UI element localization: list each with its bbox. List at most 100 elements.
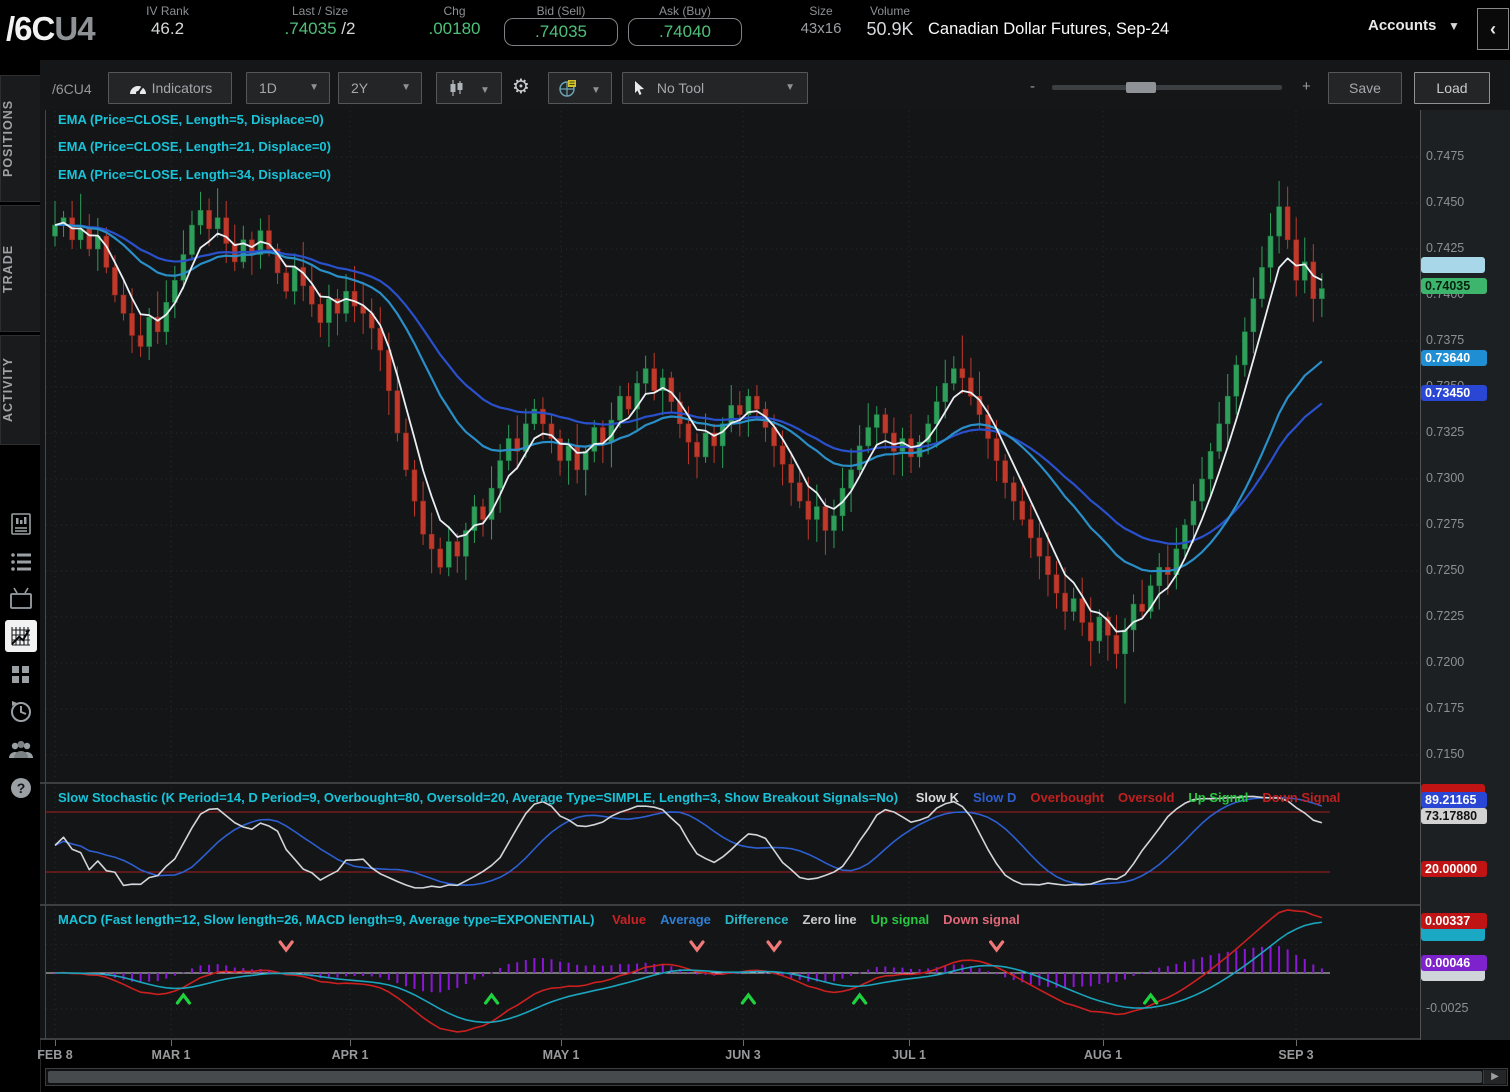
time-scrollbar[interactable]: ▶ — [45, 1068, 1508, 1086]
sidebar-icon-history[interactable] — [5, 696, 37, 728]
x-axis-label: MAR 1 — [151, 1048, 191, 1062]
x-axis-label: JUL 1 — [892, 1048, 926, 1062]
x-axis-tick — [1296, 1040, 1297, 1046]
chevron-down-icon: ▼ — [401, 82, 411, 93]
chart-settings-gear-icon[interactable]: ⚙ — [512, 76, 530, 98]
study-label-ema21[interactable]: EMA (Price=CLOSE, Length=21, Displace=0) — [58, 139, 331, 154]
community-icon — [9, 740, 33, 758]
history-icon — [11, 701, 31, 722]
chart-style-dropdown[interactable]: ▼ — [548, 72, 612, 104]
tv-icon — [10, 587, 32, 609]
sidebar-icon-community[interactable] — [5, 734, 37, 766]
ask-label: Ask (Buy) — [658, 4, 711, 18]
chart-type-dropdown[interactable]: ▼ — [436, 72, 502, 104]
stochastic-header: Slow Stochastic (K Period=14, D Period=9… — [58, 790, 1416, 805]
zoom-slider-track[interactable] — [1052, 82, 1282, 93]
legend-zero-line[interactable]: Zero line — [802, 912, 857, 927]
ema21-bubble: 0.73640 — [1421, 350, 1487, 367]
sidebar-icon-help[interactable]: ? — [5, 772, 37, 804]
drawing-tool-dropdown[interactable]: No Tool ▼ — [622, 72, 808, 104]
legend-down-signal[interactable]: Down signal — [943, 912, 1020, 927]
cursor-icon — [635, 81, 644, 95]
collapse-panel-button[interactable]: ‹ — [1477, 8, 1509, 50]
load-button[interactable]: Load — [1414, 72, 1490, 104]
legend-oversold[interactable]: Oversold — [1118, 790, 1175, 805]
legend-up-signal[interactable]: Up Signal — [1188, 790, 1249, 805]
diff-bubble: 0.00046 — [1421, 955, 1487, 972]
sidebar-icon-watchlist[interactable] — [5, 546, 37, 578]
oversold-bubble: 20.00000 — [1421, 861, 1487, 877]
scrollbar-thumb[interactable] — [48, 1071, 1482, 1083]
last-size-label: Last / Size — [291, 4, 349, 18]
ema34-bubble: 0.73450 — [1421, 385, 1487, 402]
legend-slow-d[interactable]: Slow D — [973, 790, 1017, 805]
legend-up-signal[interactable]: Up signal — [870, 912, 930, 927]
sidebar-icon-chart[interactable] — [5, 620, 37, 652]
stochastic-title[interactable]: Slow Stochastic (K Period=14, D Period=9… — [58, 790, 899, 805]
aggregation-value: 1D — [259, 80, 277, 96]
accounts-chevron-down-icon[interactable]: ▼ — [1448, 19, 1460, 33]
bid-field: Bid (Sell) .74035 — [504, 4, 618, 46]
bid-button[interactable]: .74035 — [504, 18, 618, 46]
chart-toolbar: /6CU4 Indicators 1D ▼ 2Y ▼ ▼ ⚙ — [40, 60, 1510, 110]
ask-button[interactable]: .74040 — [628, 18, 742, 46]
panel-divider[interactable] — [40, 782, 1420, 784]
price-chart[interactable] — [40, 110, 1420, 782]
legend-slow-k[interactable]: Slow K — [915, 790, 960, 805]
study-label-ema5[interactable]: EMA (Price=CLOSE, Length=5, Displace=0) — [58, 112, 324, 127]
range-dropdown[interactable]: 2Y ▼ — [338, 72, 422, 104]
price-tick: 0.7225 — [1426, 609, 1465, 623]
accounts-menu[interactable]: Accounts — [1368, 17, 1437, 34]
legend-difference[interactable]: Difference — [724, 912, 789, 927]
price-tick: 0.7300 — [1426, 471, 1465, 485]
save-button[interactable]: Save — [1328, 72, 1402, 104]
sidebar-tab-activity[interactable]: ACTIVITY — [0, 335, 40, 445]
volume-label: Volume — [869, 4, 911, 18]
zoom-slider-thumb[interactable] — [1126, 82, 1156, 93]
chart-plot-background — [40, 110, 1420, 1040]
price-tick: 0.7250 — [1426, 563, 1465, 577]
legend-overbought[interactable]: Overbought — [1030, 790, 1105, 805]
zoom-in-button[interactable]: + — [1302, 78, 1311, 95]
x-axis-label: APR 1 — [331, 1048, 369, 1062]
x-axis-tick — [909, 1040, 910, 1046]
aggregation-dropdown[interactable]: 1D ▼ — [246, 72, 330, 104]
iv-rank-label: IV Rank — [146, 4, 189, 18]
tool-value: No Tool — [656, 80, 705, 96]
macd-header: MACD (Fast length=12, Slow length=26, MA… — [58, 912, 1416, 927]
macd-title[interactable]: MACD (Fast length=12, Slow length=26, MA… — [58, 912, 595, 927]
chevron-down-icon: ▼ — [309, 82, 319, 93]
quote-header: /6CU4 IV Rank 46.2 Last / Size .74035 /2… — [0, 0, 1510, 60]
panel-divider — [40, 1038, 1420, 1040]
last-trade-size: /2 — [341, 19, 356, 38]
sidebar-icon-news[interactable] — [5, 508, 37, 540]
panel-divider[interactable] — [40, 904, 1420, 906]
chevron-left-icon: ‹ — [1490, 19, 1496, 39]
zoom-out-button[interactable]: - — [1030, 78, 1035, 95]
svg-text:?: ? — [17, 780, 26, 796]
legend-down-signal[interactable]: Down Signal — [1262, 790, 1341, 805]
left-sidebar: POSITIONS TRADE ACTIVITY ? — [0, 60, 41, 1092]
toolbar-symbol: /6CU4 — [52, 81, 92, 97]
iv-rank-value: 46.2 — [150, 19, 185, 38]
stochastic-chart[interactable] — [40, 786, 1420, 906]
x-axis-label: FEB 8 — [37, 1048, 73, 1062]
grid-icon — [12, 666, 29, 683]
contract-title: Canadian Dollar Futures, Sep-24 — [928, 20, 1170, 38]
last-price-bubble: 0.74035 — [1421, 277, 1487, 294]
scroll-right-arrow[interactable]: ▶ — [1483, 1070, 1506, 1084]
x-axis-label: JUN 3 — [725, 1048, 761, 1062]
legend-average[interactable]: Average — [660, 912, 711, 927]
study-label-ema34[interactable]: EMA (Price=CLOSE, Length=34, Displace=0) — [58, 167, 331, 182]
indicators-button[interactable]: Indicators — [108, 72, 232, 104]
sidebar-icon-grid[interactable] — [5, 658, 37, 690]
sidebar-icon-tv[interactable] — [5, 583, 37, 615]
bid-label: Bid (Sell) — [536, 4, 586, 18]
iv-rank-field: IV Rank 46.2 — [125, 4, 210, 40]
sidebar-tab-positions[interactable]: POSITIONS — [0, 75, 40, 202]
legend-value[interactable]: Value — [612, 912, 647, 927]
size-field: Size 43x16 — [790, 4, 852, 40]
globe-list-icon — [559, 80, 577, 97]
sidebar-tab-trade[interactable]: TRADE — [0, 205, 40, 332]
macd-chart[interactable] — [40, 908, 1420, 1038]
